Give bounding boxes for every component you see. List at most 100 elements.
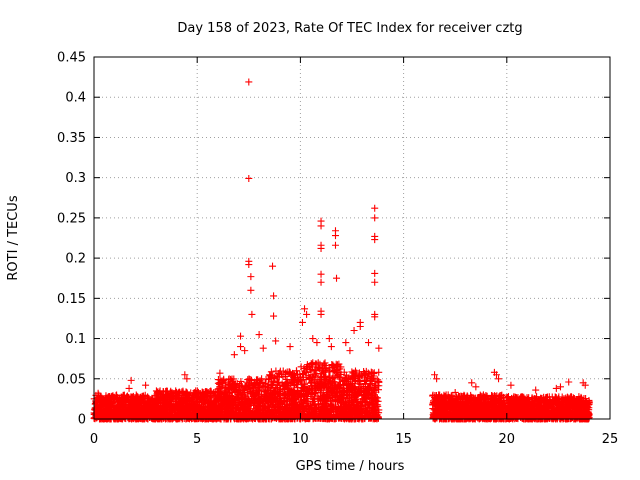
data-point bbox=[490, 401, 498, 409]
data-point bbox=[206, 387, 214, 395]
data-point bbox=[301, 414, 309, 422]
data-point bbox=[168, 392, 176, 400]
data-point bbox=[244, 408, 252, 416]
data-point bbox=[486, 414, 494, 422]
data-point bbox=[244, 401, 252, 409]
data-point bbox=[228, 407, 236, 415]
data-point bbox=[259, 397, 267, 405]
data-point bbox=[188, 410, 196, 418]
data-point bbox=[106, 398, 114, 406]
data-point bbox=[121, 397, 129, 405]
data-point bbox=[374, 376, 382, 384]
data-point bbox=[372, 388, 380, 396]
data-point bbox=[154, 405, 162, 413]
data-point bbox=[288, 389, 296, 397]
data-point bbox=[196, 411, 204, 419]
data-point bbox=[278, 400, 286, 408]
data-point bbox=[363, 408, 371, 416]
data-point bbox=[281, 380, 289, 388]
data-point bbox=[299, 370, 307, 378]
data-point bbox=[190, 401, 198, 409]
data-point bbox=[200, 398, 208, 406]
data-point bbox=[271, 389, 279, 397]
data-point bbox=[430, 413, 438, 421]
data-point bbox=[324, 390, 332, 398]
data-point bbox=[154, 409, 162, 417]
data-point bbox=[245, 395, 253, 403]
data-point bbox=[338, 393, 346, 401]
data-point bbox=[216, 393, 224, 401]
data-point bbox=[328, 391, 336, 399]
data-point bbox=[308, 361, 316, 369]
data-point bbox=[489, 405, 497, 413]
data-point bbox=[462, 394, 470, 402]
data-point bbox=[258, 407, 266, 415]
data-point bbox=[119, 409, 127, 417]
data-point bbox=[248, 377, 256, 385]
data-points bbox=[90, 78, 593, 423]
data-point bbox=[332, 368, 340, 376]
data-point bbox=[363, 373, 371, 381]
data-point bbox=[329, 379, 337, 387]
data-point bbox=[109, 392, 117, 400]
data-point bbox=[322, 376, 330, 384]
data-point bbox=[349, 371, 357, 379]
data-point bbox=[366, 380, 374, 388]
data-point bbox=[362, 376, 370, 384]
data-point bbox=[179, 407, 187, 415]
data-point bbox=[348, 373, 356, 381]
data-point bbox=[362, 367, 370, 375]
data-point bbox=[303, 363, 311, 371]
data-point bbox=[312, 388, 320, 396]
data-point bbox=[346, 381, 354, 389]
data-point bbox=[172, 395, 180, 403]
data-point bbox=[368, 374, 376, 382]
data-point bbox=[166, 396, 174, 404]
data-point bbox=[348, 385, 356, 393]
data-point bbox=[309, 373, 317, 381]
data-point bbox=[253, 404, 261, 412]
data-point bbox=[192, 399, 200, 407]
data-point bbox=[273, 379, 281, 387]
data-point bbox=[305, 385, 313, 393]
data-point bbox=[465, 407, 473, 415]
data-point bbox=[455, 393, 463, 401]
data-point bbox=[217, 396, 225, 404]
data-point bbox=[374, 397, 382, 405]
data-point bbox=[260, 391, 268, 399]
data-point bbox=[347, 386, 355, 394]
data-point bbox=[343, 390, 351, 398]
data-point bbox=[497, 414, 505, 422]
data-point bbox=[335, 383, 343, 391]
data-point bbox=[189, 406, 197, 414]
data-point bbox=[219, 382, 227, 390]
data-point bbox=[467, 412, 475, 420]
data-point bbox=[94, 406, 102, 414]
data-point bbox=[436, 391, 444, 399]
data-point bbox=[300, 388, 308, 396]
data-point bbox=[136, 393, 144, 401]
data-point bbox=[315, 364, 323, 372]
data-point bbox=[484, 407, 492, 415]
data-point bbox=[272, 384, 280, 392]
data-point bbox=[351, 367, 359, 375]
data-point bbox=[101, 396, 109, 404]
data-point bbox=[252, 380, 260, 388]
data-point bbox=[351, 393, 359, 401]
data-point bbox=[354, 373, 362, 381]
data-point bbox=[199, 393, 207, 401]
data-point bbox=[236, 381, 244, 389]
data-point bbox=[431, 395, 439, 403]
data-point bbox=[333, 372, 341, 380]
data-point bbox=[332, 385, 340, 393]
data-point bbox=[481, 405, 489, 413]
data-point bbox=[243, 411, 251, 419]
data-point bbox=[328, 411, 336, 419]
data-point bbox=[96, 401, 104, 409]
data-point bbox=[214, 404, 222, 412]
data-point bbox=[112, 396, 120, 404]
data-point bbox=[296, 376, 304, 384]
data-point bbox=[256, 377, 264, 385]
data-point bbox=[160, 412, 168, 420]
